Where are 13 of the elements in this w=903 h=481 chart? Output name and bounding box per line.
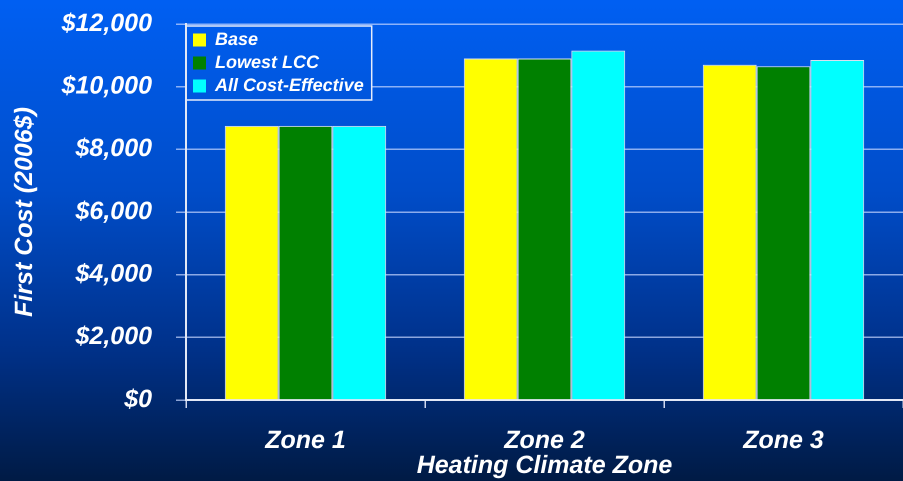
y-tick-label: $4,000 bbox=[74, 260, 152, 288]
legend-label: Lowest LCC bbox=[215, 52, 320, 72]
legend-label: Base bbox=[215, 28, 258, 49]
x-tick-label: Zone 1 bbox=[264, 426, 346, 454]
x-tick-label: Zone 3 bbox=[742, 426, 824, 454]
y-tick-label: $12,000 bbox=[60, 8, 152, 37]
legend-label: All Cost-Effective bbox=[214, 74, 364, 95]
y-axis-title: First Cost (2006$) bbox=[10, 107, 38, 317]
y-tick-label: $2,000 bbox=[74, 322, 152, 350]
y-tick-label: $10,000 bbox=[60, 72, 152, 100]
y-tick-label: $8,000 bbox=[74, 134, 152, 162]
y-tick-label: $6,000 bbox=[74, 196, 152, 225]
y-tick-label: $0 bbox=[123, 384, 152, 413]
